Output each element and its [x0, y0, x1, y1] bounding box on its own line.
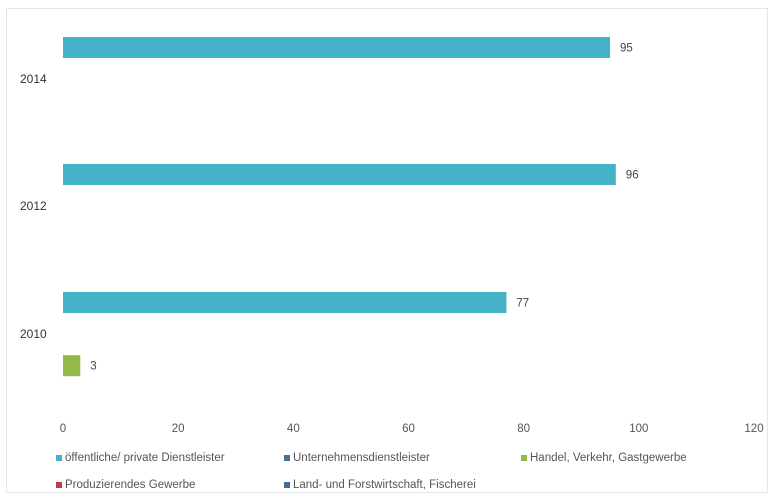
legend-item-public-services: öffentliche/ private Dienstleister [56, 452, 225, 464]
legend-swatch [521, 455, 527, 461]
x-tick-label: 120 [744, 423, 763, 435]
legend-item-business-services: Unternehmensdienstleister [284, 452, 430, 464]
data-labels-group: 95 96 77 3 [90, 43, 638, 373]
legend-label: Land- und Forstwirtschaft, Fischerei [293, 479, 476, 491]
category-labels-group: 2014 2012 2010 [20, 72, 47, 341]
x-tick-label: 100 [629, 423, 648, 435]
legend-item-trade-transport: Handel, Verkehr, Gastgewerbe [521, 452, 687, 464]
data-label-trade-transport-2010: 3 [90, 361, 96, 373]
legend-swatch [56, 482, 62, 488]
legend-label: Unternehmensdienstleister [293, 452, 430, 464]
bar-public-services-2012 [63, 164, 616, 185]
chart-frame [6, 8, 768, 493]
category-label-2012: 2012 [20, 199, 47, 213]
data-label-public-services-2010: 77 [516, 298, 529, 310]
legend-label: Produzierendes Gewerbe [65, 479, 196, 491]
legend-label: Handel, Verkehr, Gastgewerbe [530, 452, 687, 464]
bar-trade-transport-2010 [63, 355, 81, 377]
bar-public-services-2014 [63, 37, 611, 58]
legend-swatch [284, 455, 290, 461]
x-tick-label: 20 [172, 423, 185, 435]
x-tick-label: 40 [287, 423, 300, 435]
legend-item-agriculture: Land- und Forstwirtschaft, Fischerei [284, 479, 476, 491]
legend-item-manufacturing: Produzierendes Gewerbe [56, 479, 195, 491]
x-axis-ticks-group: 0 20 40 60 80 100 120 [60, 423, 764, 435]
legend-swatch [56, 455, 62, 461]
data-label-public-services-2012: 96 [626, 170, 639, 182]
category-label-2014: 2014 [20, 72, 47, 86]
x-tick-label: 80 [517, 423, 530, 435]
bar-public-services-2010 [63, 292, 507, 313]
data-label-public-services-2014: 95 [620, 43, 633, 55]
legend-label: öffentliche/ private Dienstleister [65, 452, 225, 464]
category-label-2010: 2010 [20, 327, 47, 341]
bars-group [63, 37, 616, 377]
x-tick-label: 0 [60, 423, 66, 435]
x-tick-label: 60 [402, 423, 415, 435]
legend-swatch [284, 482, 290, 488]
